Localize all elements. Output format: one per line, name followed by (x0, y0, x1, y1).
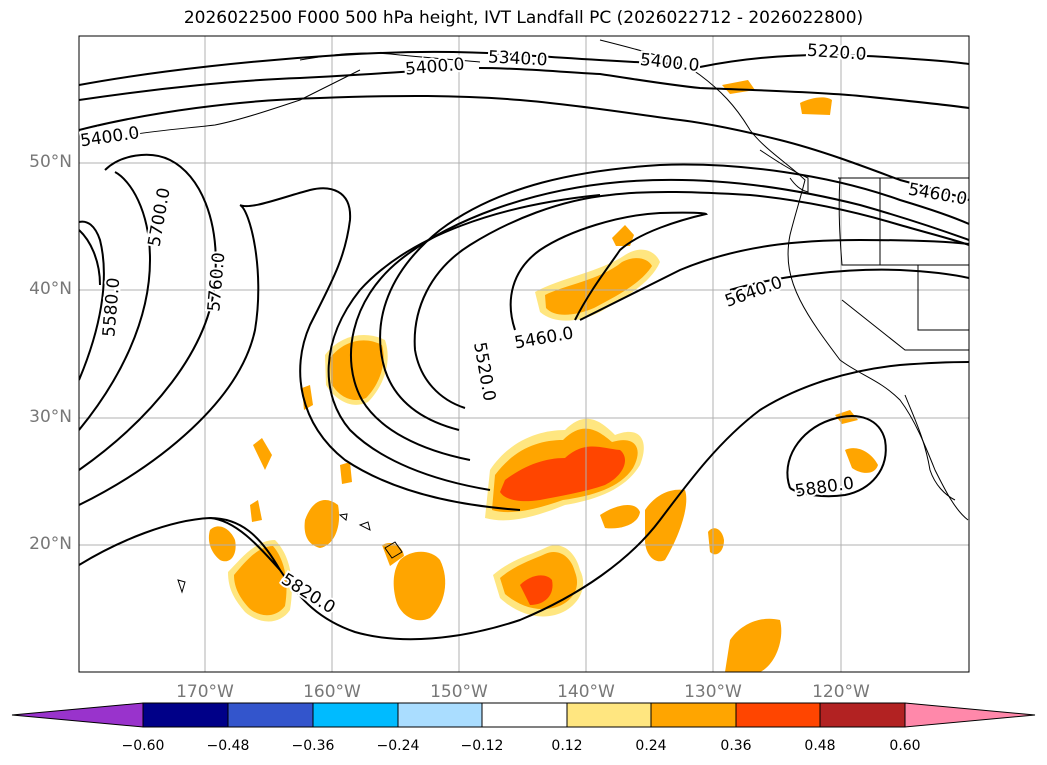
ivt-blob-sw1 (304, 500, 340, 548)
contour-5760 (79, 187, 969, 511)
ivt-blob-s1 (393, 551, 446, 621)
lon-label-130w: 130°W (684, 682, 742, 702)
ivt-blob-se1 (645, 489, 687, 562)
ivt-blob-se4 (708, 528, 724, 555)
ivt-shading (208, 80, 878, 672)
colorbar-tick: 0.36 (720, 738, 752, 754)
height-contours (79, 50, 969, 641)
colorbar-tick: −0.24 (376, 738, 420, 754)
lon-label-140w: 140°W (557, 682, 615, 702)
ivt-blob-south-red (520, 575, 553, 605)
contour-5460-low (509, 211, 708, 331)
hawaii-islands (177, 513, 403, 594)
contour-5700 (79, 153, 601, 491)
lat-label-50: 50°N (29, 152, 72, 172)
ivt-blob-central-red (500, 446, 625, 502)
map-title: 2026022500 F000 500 hPa height, IVT Land… (183, 8, 864, 28)
lon-label-150w: 150°W (430, 682, 488, 702)
ivt-blob-s5 (250, 500, 262, 522)
ivt-blob-west-core (330, 340, 384, 401)
contour-5520 (413, 190, 969, 409)
contour-5820 (79, 361, 969, 641)
contour-5220 (699, 54, 969, 68)
contour-label-5400-b: 5400.0 (639, 50, 700, 76)
graticule (79, 36, 969, 672)
contour-label-5400-a: 5400.0 (404, 54, 465, 79)
colorbar-extend-low (11, 702, 144, 728)
contour-label-5460-b: 5460.0 (513, 323, 575, 353)
contour-label-5640: 5640.0 (722, 273, 785, 312)
ivt-blob-north2 (800, 97, 832, 115)
contour-5640 (79, 171, 969, 461)
contour-label-5700: 5700.0 (145, 186, 175, 248)
contour-5400 (79, 67, 969, 109)
colorbar-tick: −0.12 (460, 738, 504, 754)
colorbar-extend-high (904, 702, 1036, 728)
ivt-blob-sw2 (208, 526, 236, 562)
lon-label-160w: 160°W (303, 682, 361, 702)
lat-label-30: 30°N (29, 407, 72, 427)
plot-frame (78, 35, 970, 673)
contour-5340 (79, 50, 681, 86)
contour-label-5760: 5760.0 (204, 251, 229, 312)
lat-label-40: 40°N (29, 279, 72, 299)
lon-label-120w: 120°W (812, 682, 870, 702)
colorbar (11, 702, 1036, 728)
ivt-blob-s6 (382, 543, 404, 566)
ivt-blob-s2 (253, 438, 272, 470)
contour-label-5220: 5220.0 (806, 41, 867, 65)
contour-5880 (786, 415, 887, 498)
colorbar-tick: 0.48 (804, 738, 836, 754)
lon-label-170w: 170°W (176, 682, 234, 702)
ivt-blob-ne-pacific-core (545, 258, 652, 315)
ivt-blob-north1 (722, 80, 755, 94)
ivt-blob-ne-small (612, 225, 634, 246)
colorbar-tick: −0.36 (291, 738, 335, 754)
contour-5580 (79, 163, 969, 431)
colorbar-tick: 0.60 (889, 738, 921, 754)
colorbar-tick: 0.24 (635, 738, 667, 754)
ivt-blob-se2 (600, 504, 640, 529)
ivt-blob-s3 (340, 462, 352, 484)
contour-label-5520: 5520.0 (469, 341, 499, 403)
ivt-blob-coast (845, 448, 878, 473)
contour-5580-west (79, 229, 101, 286)
lat-label-20: 20°N (29, 534, 72, 554)
contour-label-5880: 5880.0 (794, 474, 856, 502)
colorbar-tick: −0.48 (206, 738, 250, 754)
contour-label-5580: 5580.0 (99, 277, 124, 338)
contour-label-5340: 5340.0 (487, 47, 547, 70)
ivt-blob-se3 (725, 618, 782, 672)
colorbar-tick: 0.12 (551, 738, 583, 754)
colorbar-tick: −0.60 (121, 738, 165, 754)
contour-5460-north (79, 94, 969, 201)
